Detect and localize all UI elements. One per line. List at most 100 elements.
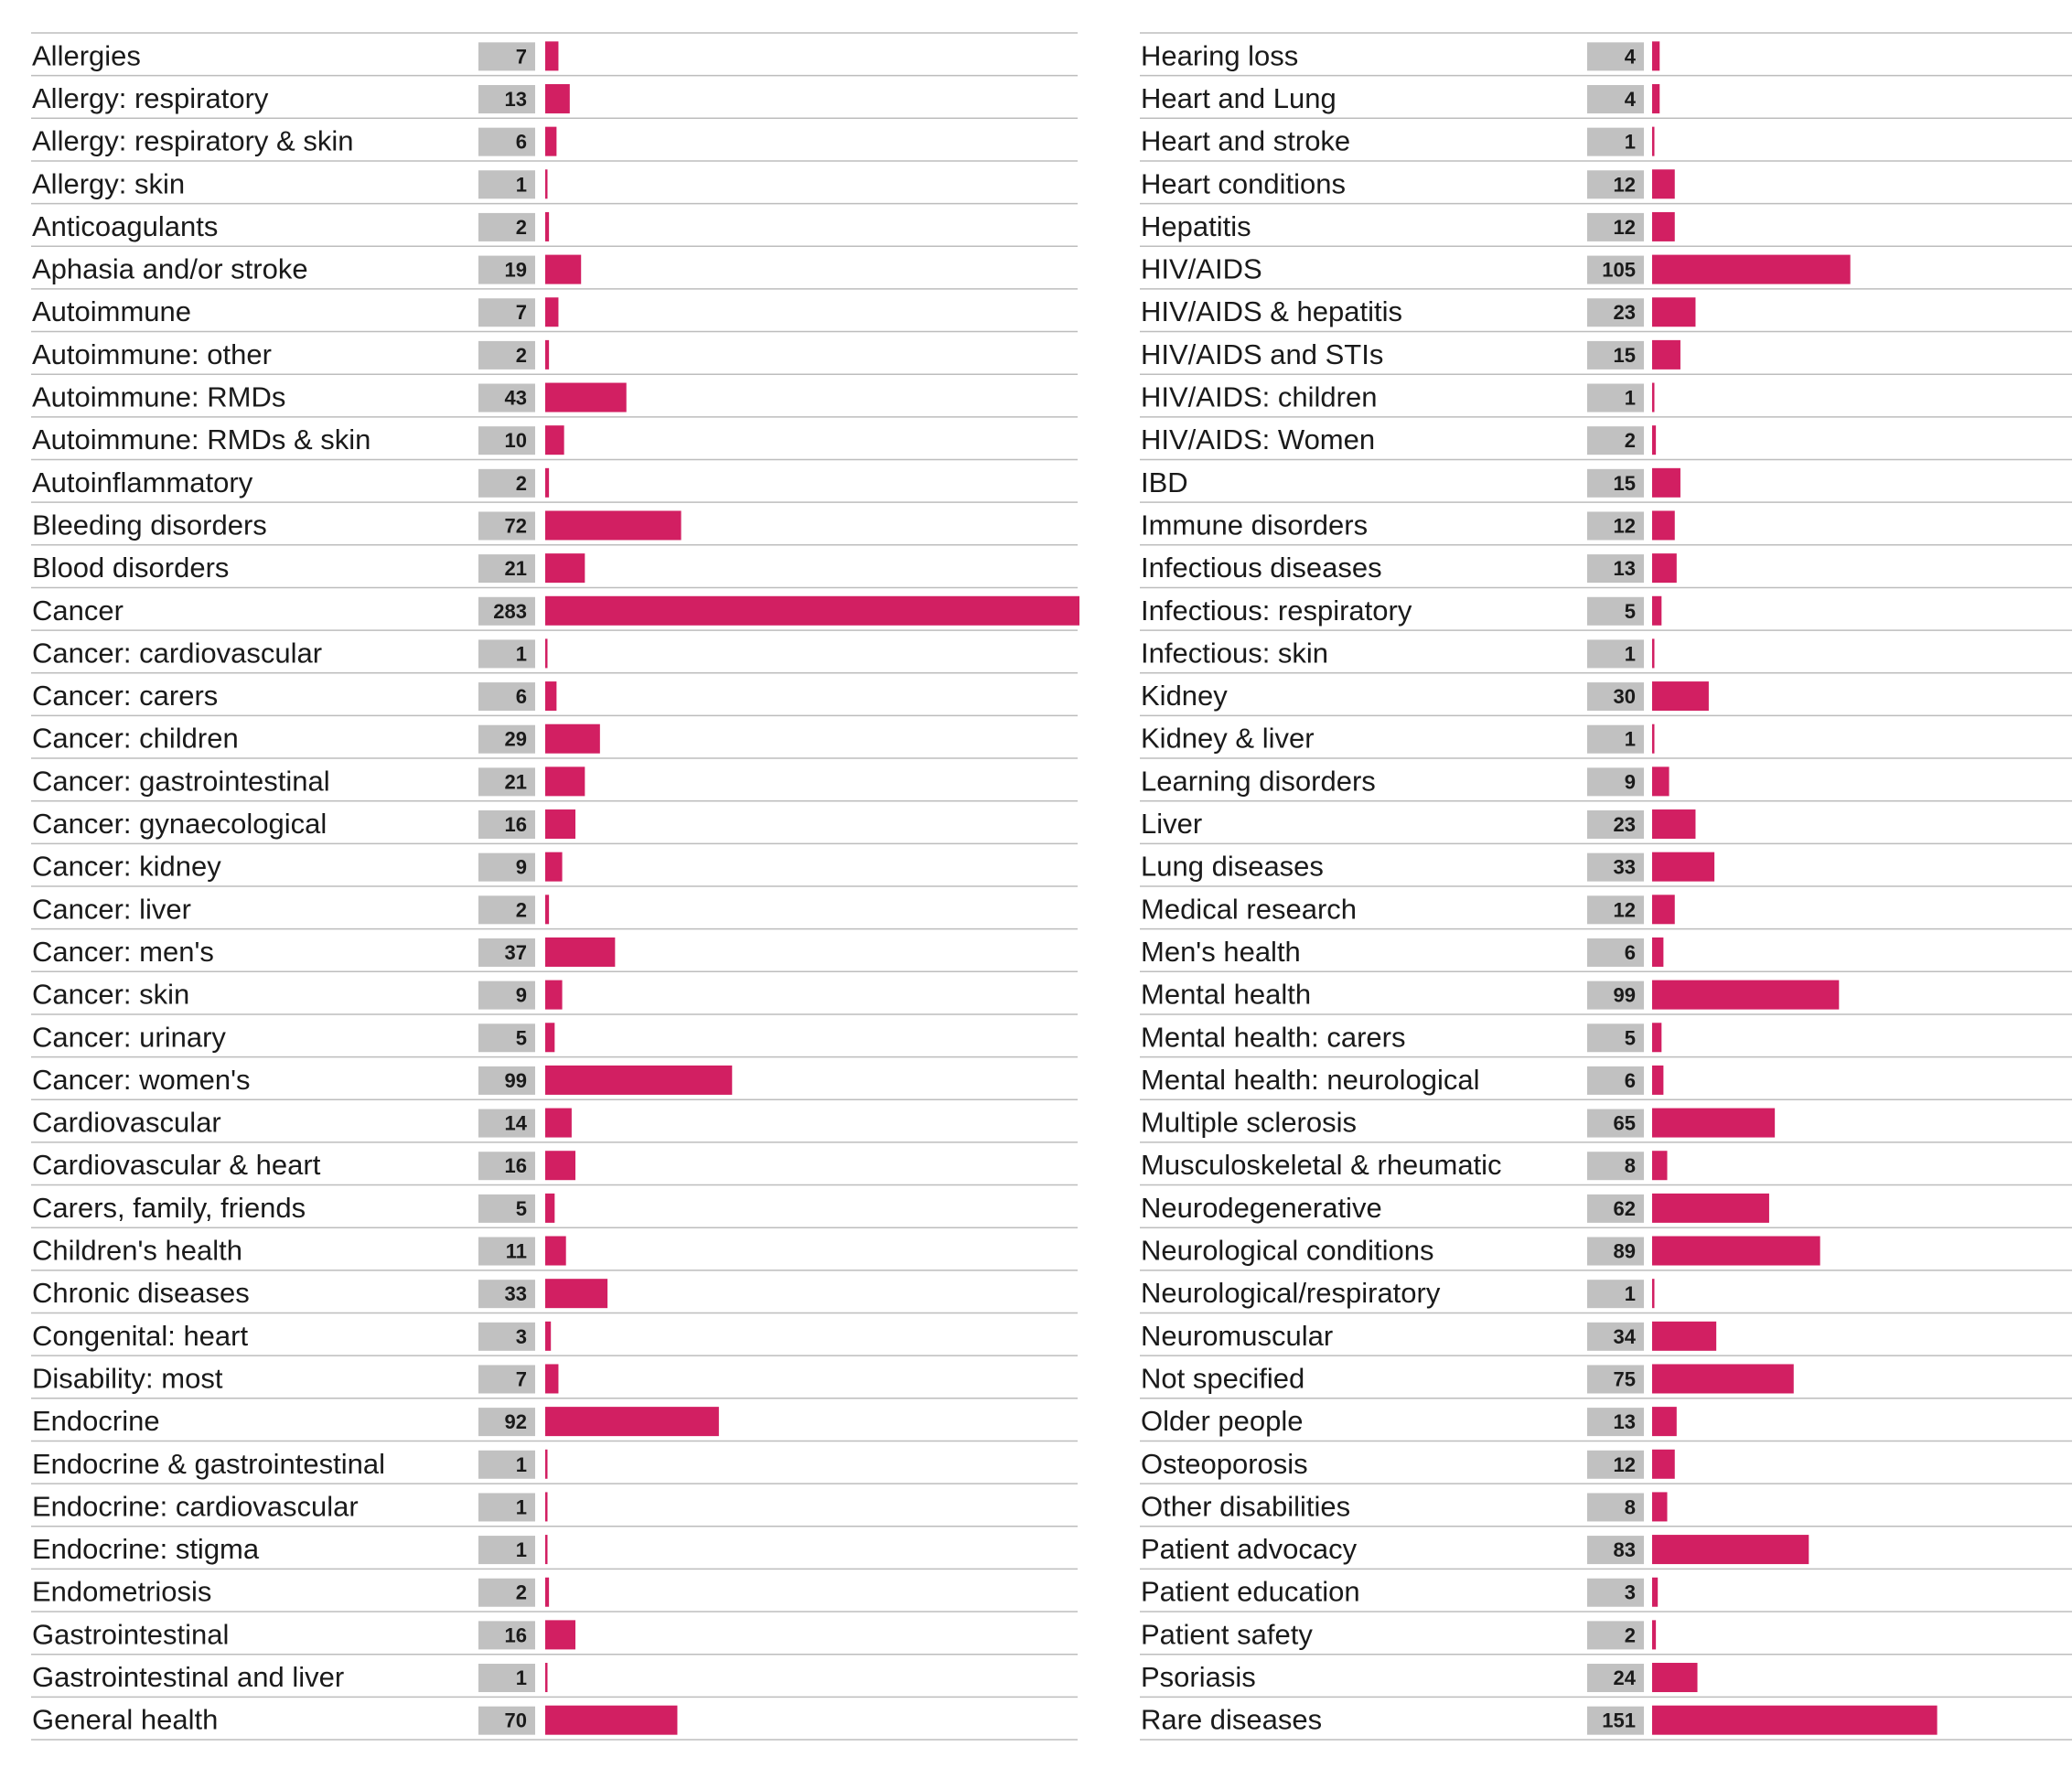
- value-box: [478, 1066, 535, 1095]
- value-label: 9: [516, 984, 527, 1007]
- bar-row: Liver 23: [1141, 808, 1696, 840]
- bar: [545, 553, 585, 584]
- category-label: Cancer: children: [32, 723, 239, 755]
- category-label: Medical research: [1141, 893, 1357, 925]
- value-label: 99: [1614, 984, 1636, 1007]
- value-box: [1587, 810, 1644, 840]
- value-label: 105: [1602, 259, 1636, 282]
- value-label: 29: [505, 728, 527, 751]
- bar-row: Medical research 12: [1141, 893, 1675, 925]
- bar-row: Learning disorders 9: [1141, 765, 1669, 797]
- category-label: Autoimmune: [32, 295, 191, 327]
- bar-row: Osteoporosis 12: [1141, 1448, 1675, 1480]
- category-label: Osteoporosis: [1141, 1448, 1308, 1480]
- value-label: 12: [1614, 216, 1636, 239]
- bar: [545, 595, 1079, 626]
- category-label: Psoriasis: [1141, 1661, 1256, 1693]
- category-label: Cancer: urinary: [32, 1021, 226, 1053]
- bar: [1652, 1705, 1938, 1735]
- value-box: [1587, 383, 1644, 413]
- value-box: [1587, 1152, 1644, 1181]
- category-label: Infectious diseases: [1141, 552, 1382, 584]
- value-label: 6: [516, 131, 527, 154]
- bar: [545, 895, 550, 925]
- category-label: Learning disorders: [1141, 765, 1376, 797]
- bar-row: Cancer: liver 2: [32, 893, 550, 925]
- bar: [545, 1407, 719, 1437]
- bar-row: Endometriosis 2: [32, 1576, 550, 1608]
- value-box: [478, 298, 535, 327]
- category-label: Congenital: heart: [32, 1320, 248, 1352]
- value-label: 1: [516, 1538, 527, 1561]
- category-label: IBD: [1141, 466, 1188, 498]
- value-box: [478, 682, 535, 712]
- value-label: 13: [505, 88, 527, 111]
- bar: [1652, 809, 1696, 840]
- value-box: [478, 340, 535, 370]
- bar-row: Bleeding disorders 72: [32, 509, 682, 541]
- bar-row: Autoinflammatory 2: [32, 466, 550, 498]
- value-box: [478, 980, 535, 1010]
- bar-row: Patient advocacy 83: [1141, 1533, 1809, 1565]
- bar: [1652, 766, 1669, 797]
- value-label: 1: [1625, 728, 1636, 751]
- bar-row: Allergies 7: [32, 39, 559, 71]
- bar-row: Cancer: cardiovascular 1: [32, 637, 548, 669]
- category-label: Neuromuscular: [1141, 1320, 1333, 1352]
- bar: [545, 980, 563, 1010]
- value-box: [1587, 1706, 1644, 1735]
- bar: [1652, 638, 1655, 669]
- bar: [1652, 852, 1715, 882]
- category-label: Autoimmune: RMDs & skin: [32, 423, 370, 455]
- category-label: Cancer: gynaecological: [32, 808, 327, 840]
- bar: [1652, 339, 1680, 370]
- category-label: Multiple sclerosis: [1141, 1107, 1357, 1139]
- bar-row: Cancer: gynaecological 16: [32, 808, 576, 840]
- bar: [1652, 254, 1851, 284]
- bar-row: Rare diseases 151: [1141, 1704, 1938, 1736]
- value-label: 83: [1614, 1538, 1636, 1561]
- bar: [545, 425, 564, 455]
- bar: [1652, 1236, 1820, 1266]
- category-label: Autoimmune: other: [32, 338, 272, 370]
- bar: [545, 1023, 555, 1053]
- value-label: 12: [1614, 514, 1636, 537]
- value-box: [478, 895, 535, 925]
- value-box: [478, 767, 535, 797]
- category-label: Infectious: skin: [1141, 637, 1328, 669]
- category-label: Hearing loss: [1141, 39, 1298, 71]
- bar-row: Cancer 283: [32, 595, 1079, 627]
- bar: [545, 83, 570, 113]
- bar-row: Anticoagulants 2: [32, 210, 550, 242]
- value-label: 34: [1614, 1325, 1637, 1348]
- value-box: [478, 1194, 535, 1223]
- bar: [1652, 83, 1660, 113]
- category-label: Endometriosis: [32, 1576, 211, 1608]
- value-box: [1587, 895, 1644, 925]
- bar-row: Autoimmune 7: [32, 295, 559, 327]
- category-label: Patient education: [1141, 1576, 1360, 1608]
- bar: [545, 254, 582, 284]
- bar: [1652, 895, 1675, 925]
- value-label: 5: [1625, 1026, 1636, 1049]
- bar: [1652, 1193, 1769, 1223]
- bar-row: Cancer: carers 6: [32, 680, 557, 712]
- bar-row: Not specified 75: [1141, 1362, 1794, 1394]
- category-label: Musculoskeletal & rheumatic: [1141, 1149, 1502, 1181]
- value-box: [1587, 1493, 1644, 1522]
- value-box: [478, 511, 535, 541]
- category-label: Kidney: [1141, 680, 1228, 712]
- category-label: HIV/AIDS: children: [1141, 381, 1377, 413]
- category-label: Gastrointestinal and liver: [32, 1661, 344, 1693]
- value-label: 1: [516, 1666, 527, 1689]
- value-box: [478, 127, 535, 156]
- category-label: Heart and Lung: [1141, 82, 1337, 114]
- value-label: 13: [1614, 1410, 1636, 1433]
- bar-row: Mental health: neurological 6: [1141, 1064, 1664, 1096]
- bar-row: Immune disorders 12: [1141, 509, 1675, 541]
- bar-row: Infectious: respiratory 5: [1141, 595, 1662, 627]
- bar-row: Cancer: children 29: [32, 723, 600, 755]
- bar: [1652, 1535, 1809, 1565]
- value-label: 5: [516, 1026, 527, 1049]
- panel-2: Hearing loss 4 Heart and Lung 4 Heart and st…: [1140, 32, 2072, 1741]
